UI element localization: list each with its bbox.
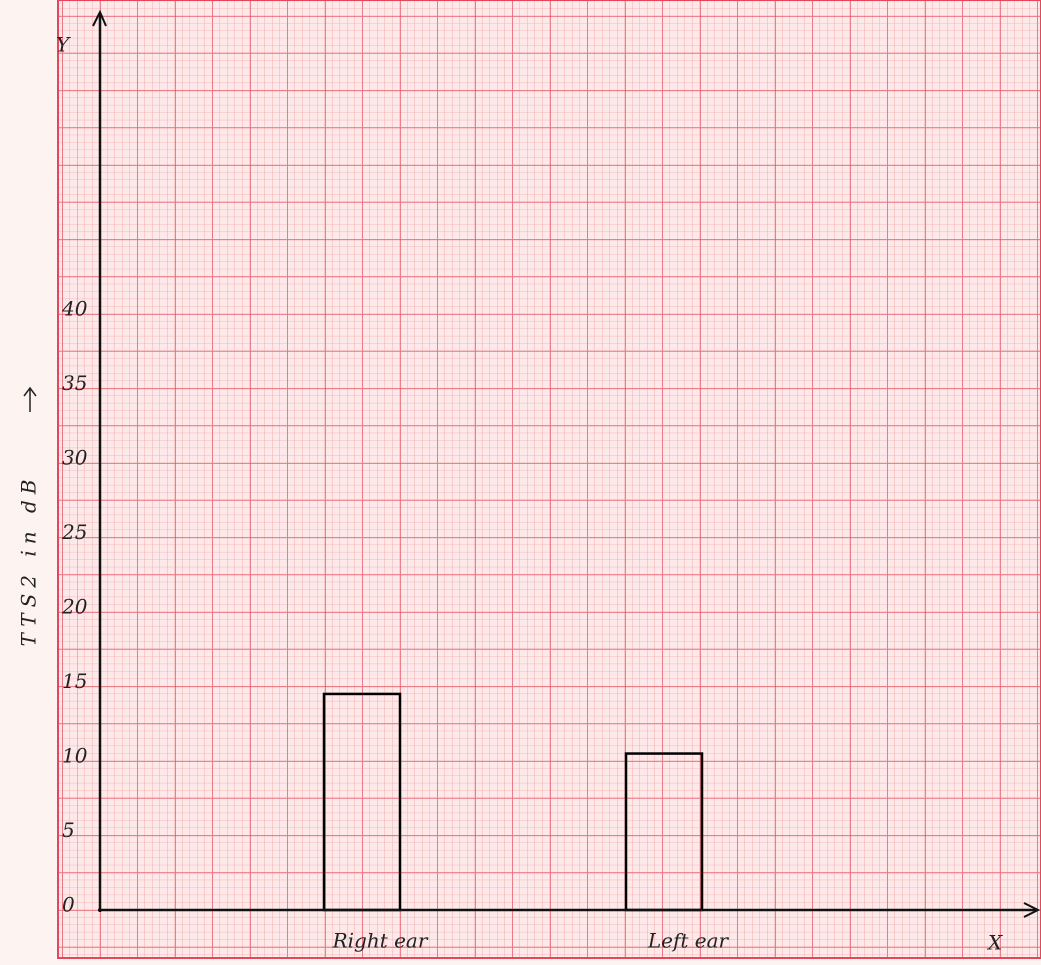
y-label-arrow <box>23 386 37 412</box>
plot: 0 5 10 15 20 25 30 35 40 Right ear Left ear <box>61 297 730 953</box>
y-tick-label: 35 <box>62 371 87 395</box>
x-axis-letter: X <box>986 931 1003 955</box>
y-axis-letter: Y <box>56 33 71 57</box>
y-tick-label: 40 <box>61 297 88 321</box>
y-tick-label: 30 <box>62 446 88 470</box>
y-axis-label: TTS2 in dB <box>17 474 41 647</box>
y-tick-label: 25 <box>61 520 87 544</box>
paper-border <box>57 0 1041 959</box>
y-tick-label: 15 <box>62 669 87 693</box>
major-grid <box>58 0 1041 958</box>
y-tick-label: 10 <box>62 744 88 768</box>
y-tick-label: 20 <box>61 595 88 619</box>
x-tick-label: Right ear <box>332 929 429 953</box>
y-tick-label: 5 <box>62 818 75 842</box>
x-tick-label: Left ear <box>647 929 730 953</box>
y-tick-label: 0 <box>62 893 75 917</box>
x-arrow <box>1023 902 1041 918</box>
y-arrow <box>92 9 107 27</box>
